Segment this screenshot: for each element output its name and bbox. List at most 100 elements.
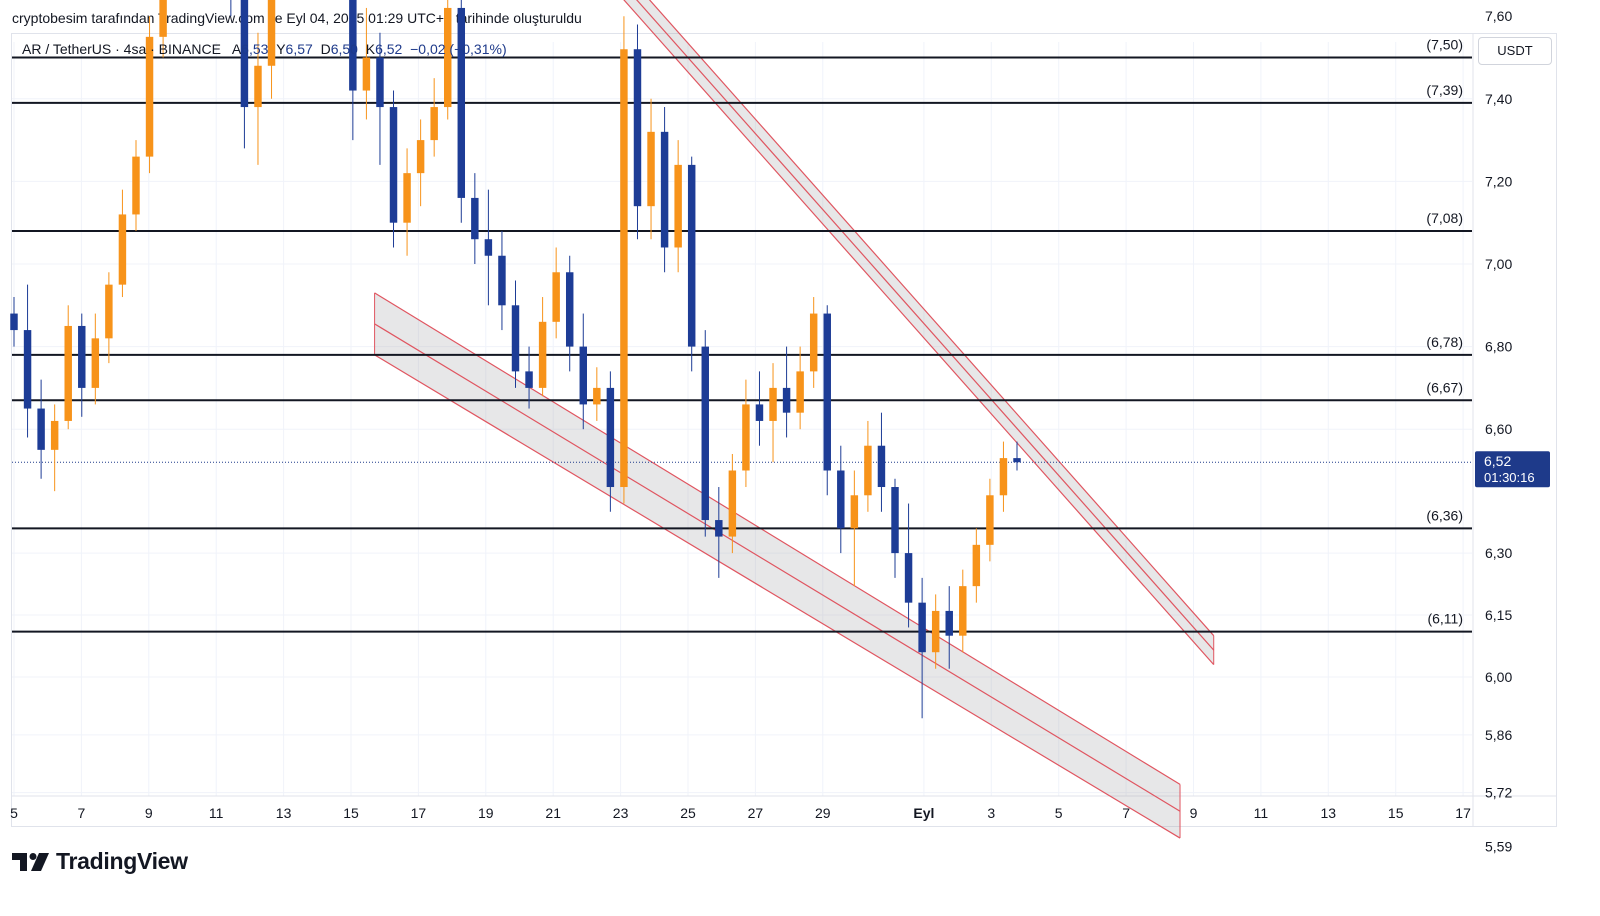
current-price-badge-bg bbox=[1475, 451, 1550, 488]
time-tick-label: 9 bbox=[145, 805, 153, 821]
candle bbox=[349, 0, 357, 141]
candle-body bbox=[498, 255, 506, 306]
grid-lines bbox=[12, 42, 1472, 796]
chart-frame bbox=[11, 33, 1557, 827]
price-tick-label: 6,80 bbox=[1485, 339, 1512, 355]
tradingview-logo[interactable]: TradingView bbox=[12, 848, 188, 875]
lower-channel-fill bbox=[374, 292, 1181, 839]
time-tick-label: 29 bbox=[815, 805, 831, 821]
time-tick-label: 7 bbox=[78, 805, 86, 821]
candle-body bbox=[620, 49, 628, 488]
candle-body bbox=[986, 495, 994, 545]
candle-body bbox=[10, 313, 18, 331]
candle bbox=[593, 367, 601, 421]
time-tick-label: 5 bbox=[10, 805, 18, 821]
time-tick-label: 15 bbox=[1388, 805, 1404, 821]
candle bbox=[850, 470, 859, 587]
candle bbox=[444, 0, 452, 120]
candle-body bbox=[444, 7, 452, 108]
price-tick-label: 5,59 bbox=[1485, 838, 1512, 854]
level-label: (6,67) bbox=[1426, 379, 1463, 395]
candle bbox=[91, 313, 100, 405]
candle bbox=[362, 7, 371, 120]
price-tick-label: 7,20 bbox=[1485, 173, 1512, 189]
candle-body bbox=[742, 404, 750, 471]
candle-body bbox=[565, 272, 574, 347]
candle-body bbox=[837, 470, 845, 529]
candle bbox=[159, 0, 167, 58]
lower-channel-top bbox=[374, 292, 1181, 785]
candle bbox=[606, 371, 615, 512]
candle bbox=[904, 503, 913, 628]
candle-body bbox=[484, 239, 493, 256]
candle bbox=[728, 453, 737, 554]
candle bbox=[755, 371, 764, 446]
candle-body bbox=[389, 107, 398, 223]
symbol-name[interactable]: AR / TetherUS · 4sa · BINANCE bbox=[22, 41, 221, 57]
candle-body bbox=[538, 321, 547, 388]
candle bbox=[823, 305, 831, 496]
candle-body bbox=[918, 602, 926, 653]
candle bbox=[959, 569, 967, 653]
price-tick-label: 6,00 bbox=[1485, 669, 1512, 685]
candle-body bbox=[105, 284, 113, 339]
candle bbox=[525, 346, 533, 409]
change-value: −0,02 (−0,31%) bbox=[410, 41, 507, 57]
candle bbox=[230, 0, 232, 17]
currency-button[interactable]: USDT bbox=[1478, 37, 1552, 65]
candle-body bbox=[660, 131, 669, 248]
candle-body bbox=[877, 445, 886, 488]
open-value: 6,53 bbox=[241, 41, 269, 57]
lower-channel-bottom bbox=[374, 354, 1181, 839]
time-tick-label: 23 bbox=[613, 805, 629, 821]
current-price-value: 6,52 bbox=[1484, 453, 1511, 469]
open-label: A bbox=[231, 41, 242, 57]
candle-body bbox=[240, 0, 249, 108]
candle-body bbox=[633, 49, 642, 207]
price-tick-label: 5,86 bbox=[1485, 727, 1512, 743]
candle bbox=[674, 140, 682, 273]
level-label: (6,78) bbox=[1426, 334, 1463, 350]
candle-body bbox=[159, 0, 167, 37]
low-value: 6,50 bbox=[330, 41, 358, 57]
candles bbox=[10, 0, 1021, 719]
candle bbox=[972, 528, 981, 603]
candle bbox=[376, 32, 384, 165]
candle bbox=[715, 487, 723, 578]
candle-body bbox=[145, 36, 154, 157]
horizontal-levels: (8,50)(7,87)(7,50)(7,39)(7,08)(6,78)(6,6… bbox=[12, 37, 1472, 633]
candle bbox=[864, 420, 872, 512]
channel-drawings bbox=[374, 0, 1215, 839]
close-value: 6,52 bbox=[375, 41, 403, 57]
tradingview-logo-icon bbox=[12, 852, 49, 871]
candle bbox=[565, 255, 574, 372]
candle-body bbox=[931, 610, 940, 653]
candle bbox=[701, 330, 709, 537]
candle-body bbox=[349, 0, 357, 91]
candle bbox=[240, 0, 249, 149]
symbol-legend[interactable]: AR / TetherUS · 4sa · BINANCE A6,53 Y6,5… bbox=[22, 41, 507, 57]
candle-body bbox=[1013, 458, 1021, 463]
candle-body bbox=[999, 458, 1008, 496]
candle bbox=[267, 0, 276, 99]
time-tick-label: 7 bbox=[1122, 805, 1130, 821]
candle-body bbox=[959, 586, 967, 636]
time-tick-label: 3 bbox=[987, 805, 995, 821]
candle-body bbox=[403, 173, 411, 223]
candle bbox=[416, 119, 425, 207]
candle bbox=[471, 173, 479, 264]
candle-body bbox=[457, 7, 466, 198]
candle-body bbox=[267, 0, 276, 66]
candle-body bbox=[728, 470, 737, 537]
time-tick-label: 11 bbox=[209, 805, 224, 821]
time-axis: 5 7 9 11 13 15 17 19 21 23 25 27 29 Eyl 3 5 7 9 11 13 15 17 bbox=[10, 805, 1471, 821]
time-tick-label: 9 bbox=[1190, 805, 1198, 821]
candle bbox=[254, 32, 262, 165]
candle bbox=[633, 24, 642, 240]
candle bbox=[23, 284, 32, 438]
candle bbox=[105, 272, 113, 364]
candle-body bbox=[701, 346, 709, 521]
candle bbox=[579, 313, 587, 430]
candle bbox=[687, 156, 696, 372]
